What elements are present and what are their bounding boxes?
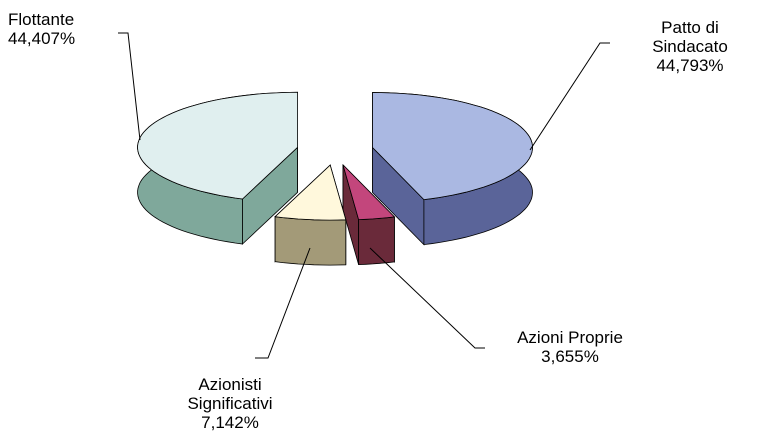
slice bbox=[274, 164, 347, 266]
slice-side bbox=[274, 216, 347, 266]
leader-line bbox=[118, 32, 141, 141]
category-label: Azioni Proprie bbox=[517, 328, 623, 347]
value-label: 3,655% bbox=[541, 347, 599, 366]
leader-line bbox=[255, 247, 311, 359]
slice bbox=[342, 164, 396, 221]
leader-line bbox=[529, 42, 610, 151]
slice bbox=[342, 163, 396, 266]
value-label: 44,407% bbox=[8, 29, 76, 48]
leader-line bbox=[369, 247, 485, 349]
slice-label: Azioni Proprie 3,655% bbox=[490, 328, 650, 366]
value-label: 44,793% bbox=[656, 56, 724, 75]
slice bbox=[372, 92, 533, 201]
category-label: Azionisti Significativi bbox=[187, 375, 273, 413]
slice bbox=[372, 92, 533, 246]
slice-label: Patto di Sindacato 44,793% bbox=[630, 18, 750, 75]
slice-label: Flottante 44,407% bbox=[8, 10, 128, 48]
slice bbox=[137, 91, 298, 245]
slice-side bbox=[358, 216, 395, 266]
category-label: Flottante bbox=[8, 10, 75, 29]
slice-label: Azionisti Significativi 7,142% bbox=[160, 375, 300, 432]
category-label: Patto di Sindacato bbox=[652, 18, 728, 56]
slice bbox=[274, 164, 347, 221]
value-label: 7,142% bbox=[201, 413, 259, 432]
